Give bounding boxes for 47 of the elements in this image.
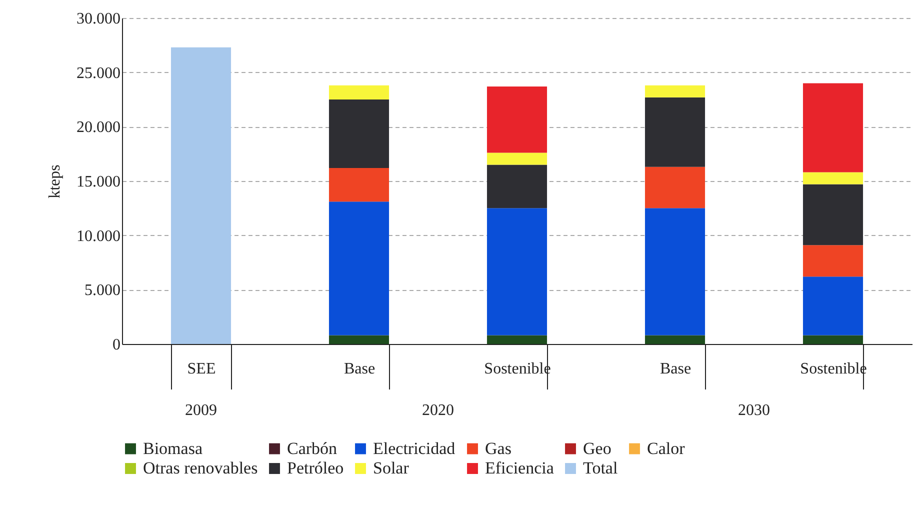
- bar: [644, 166, 706, 208]
- bar: [644, 97, 706, 167]
- x-tick-label: SEE: [187, 360, 216, 378]
- bar: [486, 86, 548, 153]
- bar: [486, 164, 548, 208]
- bar: [802, 276, 864, 336]
- x-tick-label: Base: [660, 360, 692, 378]
- x-tick-label: Base: [344, 360, 376, 378]
- legend-label: Biomasa: [143, 438, 203, 458]
- bar: [486, 208, 548, 336]
- text: 2030: [738, 402, 770, 419]
- bar: [644, 335, 706, 344]
- legend-label: Petróleo: [287, 458, 344, 478]
- bar: [802, 184, 864, 246]
- y-axis-title: kteps: [46, 164, 64, 198]
- bar: [802, 245, 864, 277]
- legend-label: Geo: [583, 438, 612, 458]
- text: 2009: [185, 402, 217, 419]
- legend-label: Calor: [647, 438, 686, 458]
- legend-label: Gas: [485, 438, 512, 458]
- bar: [328, 202, 390, 336]
- y-tick-label: 15.000: [76, 174, 120, 190]
- legend-label: Electricidad: [373, 438, 456, 458]
- y-tick-label: 25.000: [76, 64, 120, 82]
- y-tick-label: 5.000: [84, 282, 120, 300]
- bar: [328, 85, 390, 100]
- bar: [486, 335, 548, 344]
- y-tick-label: 20.000: [76, 119, 120, 136]
- bar: [170, 47, 232, 344]
- bar: [802, 83, 864, 172]
- bar: [644, 208, 706, 336]
- bar: [486, 152, 548, 165]
- y-tick-label: 30.000: [76, 10, 120, 28]
- legend-label: Eficiencia: [485, 458, 554, 478]
- bar: [328, 168, 390, 202]
- legend-label: Solar: [373, 458, 410, 478]
- bar: [644, 85, 706, 98]
- legend-label: Otras renovables: [143, 458, 258, 478]
- text: 2020: [422, 402, 454, 419]
- y-tick-label: 10.000: [76, 228, 120, 245]
- bar: [802, 172, 864, 184]
- bar: [328, 100, 390, 168]
- legend-label: Total: [583, 458, 618, 478]
- bar: [328, 335, 390, 344]
- y-tick-label: 0: [112, 336, 120, 354]
- bar: [802, 335, 864, 344]
- legend-label: Carbón: [287, 438, 338, 458]
